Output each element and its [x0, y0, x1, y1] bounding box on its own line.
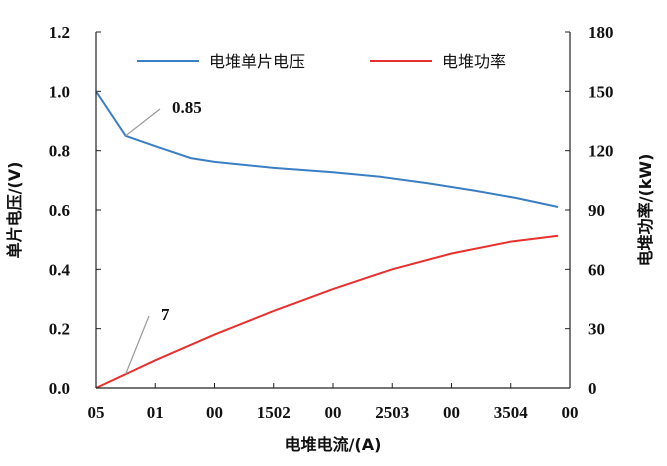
right-tick-label: 150 [588, 82, 614, 101]
right-tick-label: 180 [588, 23, 614, 42]
x-tick-label: 00 [325, 403, 342, 422]
series-line-voltage [95, 90, 559, 208]
x-axis-title: 电堆电流/(A) [285, 435, 382, 454]
annotation-label: 0.85 [172, 98, 202, 117]
x-tick-label: 01 [147, 403, 164, 422]
x-tick-label: 1502 [257, 403, 291, 422]
right-axis-title: 电堆功率/(kW) [636, 154, 655, 267]
left-tick-label: 0.0 [49, 379, 70, 398]
legend: 电堆单片电压 电堆功率 [137, 52, 506, 71]
series-line-power [95, 234, 559, 389]
left-axis-title: 单片电压/(V) [5, 162, 24, 259]
annotation-leader [125, 315, 150, 375]
x-tick-label: 3504 [494, 403, 529, 422]
left-tick-label: 1.2 [49, 23, 70, 42]
axes-frame [95, 32, 571, 389]
series-layer [95, 90, 559, 389]
annotation-label: 7 [161, 305, 170, 324]
x-tick-label: 05 [88, 403, 105, 422]
left-tick-label: 0.4 [49, 260, 71, 279]
x-tick-label: 00 [562, 403, 579, 422]
left-tick-label: 0.6 [49, 201, 70, 220]
x-tick-label: 00 [206, 403, 223, 422]
legend-label: 电堆功率 [442, 52, 506, 71]
x-tick-label: 2503 [375, 403, 409, 422]
x-tick-label: 00 [443, 403, 460, 422]
left-tick-label: 1.0 [49, 82, 70, 101]
left-axis-ticks: 0.0 0.2 0.4 0.6 0.8 1.0 1.2 [49, 23, 101, 398]
legend-label: 电堆单片电压 [209, 52, 305, 71]
right-axis-ticks: 0 30 60 90 120 150 180 [565, 23, 614, 398]
right-tick-label: 60 [588, 260, 605, 279]
right-tick-label: 30 [588, 320, 605, 339]
left-tick-label: 0.8 [49, 142, 70, 161]
right-tick-label: 0 [588, 379, 597, 398]
annotation-layer: 0.85 7 [125, 98, 202, 375]
left-tick-label: 0.2 [49, 320, 70, 339]
x-axis-ticks: 05 01 00 1502 00 2503 00 3504 00 [88, 383, 579, 422]
right-tick-label: 90 [588, 201, 605, 220]
right-tick-label: 120 [588, 142, 614, 161]
annotation-leader [125, 108, 161, 137]
